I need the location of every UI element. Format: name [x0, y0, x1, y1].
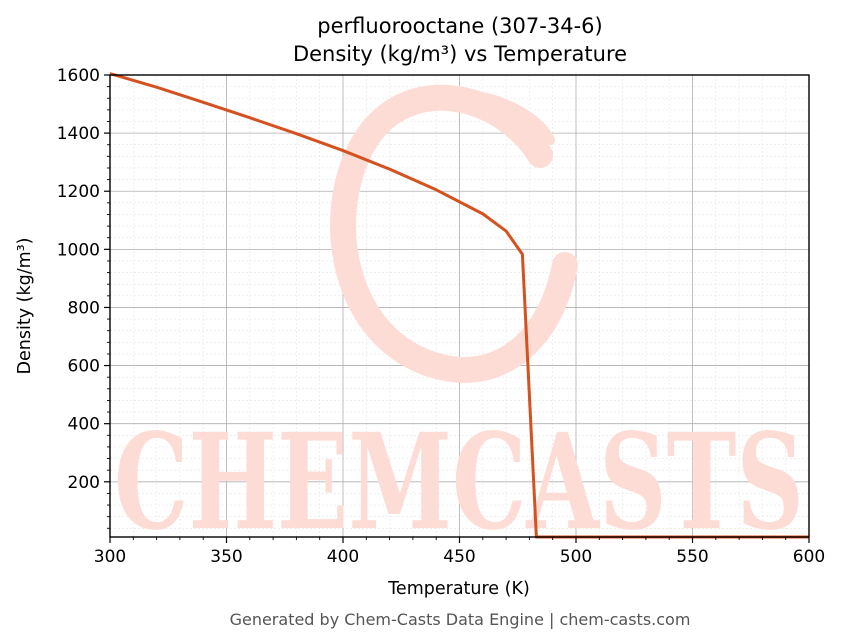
watermark-logo — [330, 84, 578, 383]
y-axis-label: Density (kg/m³) — [15, 238, 35, 375]
chart-subtitle: Density (kg/m³) vs Temperature — [293, 42, 627, 66]
y-tick-label: 200 — [68, 473, 100, 493]
y-tick-label: 800 — [68, 298, 100, 318]
footer-credit: Generated by Chem-Casts Data Engine | ch… — [230, 610, 691, 629]
y-tick-label: 1000 — [57, 240, 100, 260]
y-tick-label: 600 — [68, 357, 100, 377]
y-tick-label: 1200 — [57, 182, 100, 202]
x-axis-ticks: 300 350 400 450 500 550 600 — [94, 537, 825, 567]
watermark-text: CHEMCASTS — [114, 405, 804, 560]
x-tick-label: 400 — [327, 547, 359, 567]
y-tick-label: 400 — [68, 415, 100, 435]
y-tick-label: 1400 — [57, 124, 100, 144]
y-axis-ticks: 200 400 600 800 1000 1200 1400 1600 — [57, 66, 110, 493]
x-tick-label: 550 — [676, 547, 708, 567]
y-axis-minor-ticks — [107, 86, 110, 529]
watermark: CHEMCASTS — [114, 84, 804, 560]
y-tick-label: 1600 — [57, 66, 100, 86]
x-tick-label: 350 — [210, 547, 242, 567]
x-tick-label: 300 — [94, 547, 126, 567]
x-tick-label: 600 — [793, 547, 825, 567]
x-tick-label: 450 — [443, 547, 475, 567]
x-axis-label: Temperature (K) — [387, 579, 530, 599]
chart-title: perfluorooctane (307-34-6) — [317, 14, 602, 38]
x-tick-label: 500 — [560, 547, 592, 567]
